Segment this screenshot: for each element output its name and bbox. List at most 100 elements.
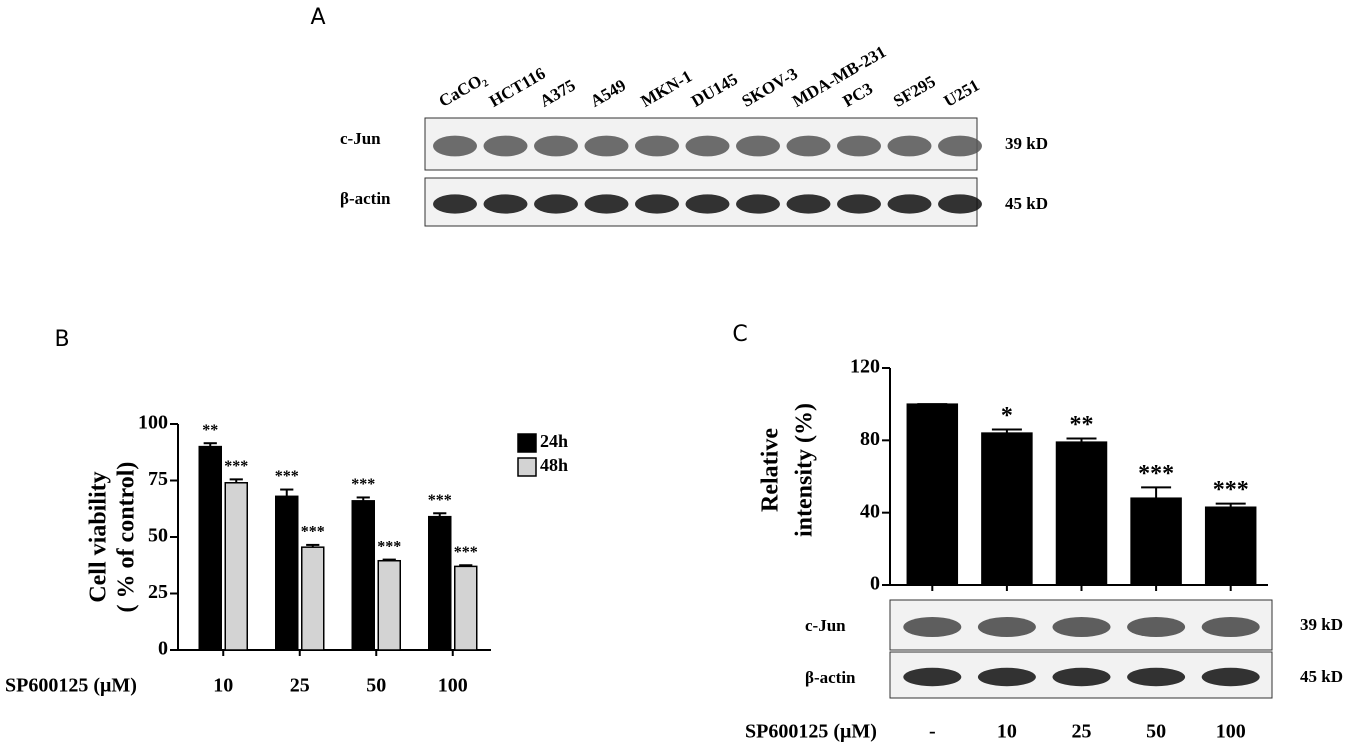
blot-band: [903, 667, 962, 687]
significance: ***: [224, 458, 248, 475]
blot-band: [635, 194, 679, 214]
blot-band: [887, 135, 932, 157]
blot-band: [837, 135, 881, 157]
significance: ***: [1138, 461, 1174, 487]
blot-band: [685, 194, 730, 214]
bar: [906, 403, 959, 586]
blot-band: [938, 194, 982, 214]
blot-band: [1201, 617, 1260, 637]
band-size: 39 kD: [1005, 134, 1048, 153]
blot-band: [483, 135, 528, 157]
y-axis-label: intensity (%): [792, 403, 818, 537]
blot-band: [977, 667, 1036, 687]
lane-label: MKN-1: [637, 67, 695, 111]
lane-label: DU145: [688, 69, 741, 110]
blot-band: [483, 194, 528, 214]
legend-swatch: [517, 433, 537, 453]
blot-band: [433, 135, 477, 157]
x-axis-label: SP600125 (μM): [5, 675, 137, 697]
lane-label: HCT116: [486, 64, 549, 111]
bar: [198, 445, 222, 651]
significance: **: [1070, 412, 1094, 438]
y-tick-label: 75: [148, 468, 168, 490]
band-size: 39 kD: [1300, 615, 1343, 634]
row-label: c-Jun: [340, 129, 381, 148]
band-size: 45 kD: [1300, 667, 1343, 686]
blot-band: [1127, 667, 1186, 687]
bar: [981, 432, 1033, 586]
x-tick-label: 100: [1216, 721, 1246, 743]
legend-label: 24h: [540, 431, 568, 451]
x-tick-label: 50: [366, 675, 386, 697]
bar: [377, 559, 401, 651]
lane-label: SKOV-3: [738, 64, 800, 111]
bar: [275, 495, 299, 651]
x-axis-label: SP600125 (μM): [745, 721, 877, 743]
band-size: 45 kD: [1005, 194, 1048, 213]
blot-band: [938, 135, 982, 157]
x-tick-label: 50: [1146, 721, 1166, 743]
significance: ***: [428, 492, 452, 509]
row-label: β-actin: [340, 189, 391, 208]
y-tick-label: 100: [138, 412, 168, 434]
blot-band: [635, 135, 679, 157]
blot-band: [584, 135, 629, 157]
blot-band: [1127, 617, 1186, 637]
x-tick-label: 10: [213, 675, 233, 697]
blot-band: [685, 135, 730, 157]
panel-label: B: [54, 327, 69, 352]
y-tick-label: 50: [148, 525, 168, 547]
lane-label: MDA-MB-231: [789, 42, 889, 111]
blot-band: [584, 194, 629, 214]
y-tick-label: 120: [850, 356, 880, 378]
legend-swatch: [517, 457, 537, 477]
x-tick-label: 25: [290, 675, 310, 697]
significance: ***: [301, 524, 325, 541]
y-tick-label: 25: [148, 581, 168, 603]
bar: [1204, 506, 1257, 586]
y-axis-label: Cell viability: [86, 471, 112, 602]
row-label: c-Jun: [805, 616, 846, 635]
y-tick-label: 40: [860, 500, 880, 522]
y-tick-label: 80: [860, 428, 880, 450]
bar: [428, 515, 452, 651]
bar: [1130, 497, 1182, 586]
blot-band: [1052, 617, 1111, 637]
blot-band: [786, 194, 831, 214]
lane-label: U251: [940, 76, 982, 111]
blot-band: [736, 135, 780, 157]
panel-label: A: [310, 5, 325, 30]
lane-label: A549: [587, 76, 629, 111]
blot-band: [887, 194, 932, 214]
legend-label: 48h: [540, 455, 568, 475]
bar: [1055, 441, 1108, 586]
bar: [454, 565, 478, 651]
blot-band: [786, 135, 831, 157]
blot-band: [1052, 667, 1111, 687]
significance: ***: [351, 476, 375, 493]
significance: ***: [454, 544, 478, 561]
significance: ***: [275, 468, 299, 485]
blot-band: [977, 617, 1036, 637]
bar: [224, 482, 248, 651]
panel-label: C: [732, 322, 747, 347]
blot-band: [534, 194, 578, 214]
blot-band: [1201, 667, 1260, 687]
y-tick-label: 0: [158, 638, 168, 660]
significance: **: [202, 422, 218, 439]
bar: [301, 546, 325, 651]
blot-band: [837, 194, 881, 214]
x-tick-label: 10: [997, 721, 1017, 743]
lane-label: CaCO₂: [435, 69, 489, 111]
bar: [351, 500, 375, 651]
row-label: β-actin: [805, 668, 856, 687]
significance: ***: [1213, 477, 1249, 503]
x-tick-label: 100: [438, 675, 468, 697]
blot-band: [903, 617, 962, 637]
blot-band: [433, 194, 477, 214]
y-axis-label: ( % of control): [114, 462, 140, 613]
y-tick-label: 0: [870, 573, 880, 595]
lane-label: SF295: [890, 72, 939, 111]
significance: ***: [377, 538, 401, 555]
